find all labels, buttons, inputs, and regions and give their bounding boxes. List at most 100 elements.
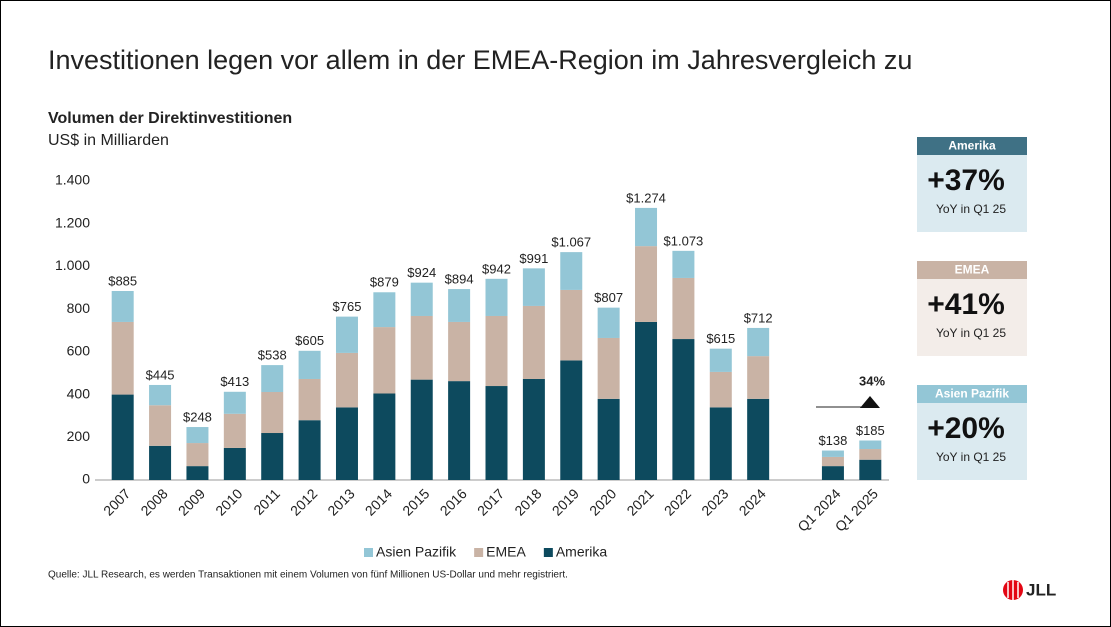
bar-segment — [597, 307, 620, 338]
y-tick-label: 600 — [67, 343, 91, 359]
bar-segment — [223, 447, 246, 480]
bar-segment — [410, 282, 433, 316]
bar-segment — [335, 407, 358, 480]
kpi-value: +20% — [927, 412, 1005, 445]
annotation-arrow — [860, 396, 880, 408]
y-tick-label: 1.200 — [55, 214, 90, 230]
total-label: $413 — [220, 374, 249, 389]
bar-segment — [261, 365, 284, 393]
bar-segment — [261, 433, 284, 480]
bar-segment — [821, 466, 844, 480]
bar-segment — [223, 413, 246, 448]
total-label: $807 — [594, 290, 623, 305]
y-tick-label: 800 — [67, 300, 91, 316]
total-label: $445 — [146, 367, 175, 382]
bar-segment — [859, 459, 882, 480]
bar-segment — [410, 315, 433, 380]
total-label: $894 — [445, 272, 474, 287]
bar-segment — [672, 277, 695, 340]
y-tick-label: 400 — [67, 385, 91, 401]
bar-segment — [111, 321, 134, 395]
kpi-note: YoY in Q1 25 — [936, 450, 1006, 464]
legend-label: EMEA — [486, 544, 526, 560]
source: Quelle: JLL Research, es werden Transakt… — [48, 570, 568, 581]
total-label: $248 — [183, 409, 212, 424]
bar-segment — [747, 398, 770, 480]
bar-segment — [149, 405, 172, 446]
bar-segment — [448, 289, 471, 322]
total-label: $615 — [706, 331, 735, 346]
bar-segment — [373, 393, 396, 480]
bar-segment — [709, 407, 732, 480]
legend-swatch — [364, 548, 373, 557]
total-label: $1.073 — [664, 233, 704, 248]
total-label: $885 — [108, 273, 137, 288]
bar-segment — [298, 378, 321, 421]
bar-segment — [821, 456, 844, 467]
kpi-header — [917, 137, 1027, 155]
bar-segment — [522, 378, 545, 480]
total-label: $942 — [482, 261, 511, 276]
bar-segment — [747, 356, 770, 399]
kpi-header — [917, 261, 1027, 279]
bar-segment — [186, 427, 209, 444]
bar-segment — [186, 443, 209, 467]
bar-segment — [335, 316, 358, 353]
bar-segment — [111, 394, 134, 480]
bar-segment — [709, 371, 732, 408]
bar-segment — [149, 445, 172, 480]
kpi-note: YoY in Q1 25 — [936, 326, 1006, 340]
kpi-name: Asien Pazifik — [935, 387, 1009, 401]
total-label: $185 — [856, 423, 885, 438]
total-label: $924 — [407, 265, 436, 280]
kpi-body — [917, 155, 1027, 232]
bar-segment — [223, 391, 246, 414]
bar-segment — [560, 289, 583, 361]
total-label: $538 — [258, 348, 287, 363]
bar-segment — [672, 339, 695, 480]
bar-segment — [635, 321, 658, 480]
bar-segment — [448, 381, 471, 480]
chart-title: Investitionen legen vor allem in der EME… — [48, 45, 912, 75]
bar-segment — [111, 290, 134, 322]
total-label: $991 — [519, 251, 548, 266]
bar-segment — [672, 250, 695, 278]
bar-segment — [709, 348, 732, 372]
bar-segment — [560, 360, 583, 480]
legend-swatch — [474, 548, 484, 557]
bar-segment — [635, 246, 658, 322]
logo-lines — [1007, 580, 1019, 600]
total-label: $879 — [370, 275, 399, 290]
legend-label: Asien Pazifik — [376, 544, 457, 560]
total-label: $605 — [295, 333, 324, 348]
bar-segment — [373, 327, 396, 394]
bar-segment — [522, 305, 545, 379]
bar-segment — [859, 449, 882, 460]
bar-segment — [298, 420, 321, 480]
bar-segment — [635, 207, 658, 247]
kpi-value: +41% — [927, 288, 1005, 321]
legend-label: Amerika — [556, 544, 608, 560]
bar-segment — [186, 466, 209, 480]
kpi-name: Amerika — [948, 139, 996, 153]
y-tick-label: 200 — [67, 428, 91, 444]
bar-segment — [261, 392, 284, 434]
logo: JLL — [1003, 580, 1056, 600]
bar-segment — [821, 450, 844, 457]
bar-segment — [747, 327, 770, 357]
legend-swatch — [543, 548, 553, 557]
bar-segment — [335, 352, 358, 408]
y-tick-label: 1.400 — [55, 172, 90, 188]
bar-segment — [448, 321, 471, 382]
logo-text: JLL — [1026, 580, 1056, 599]
kpi-body — [917, 279, 1027, 356]
kpi-header — [917, 385, 1027, 403]
bar-segment — [859, 440, 882, 450]
total-label: $1.274 — [626, 190, 666, 205]
bar-segment — [485, 386, 508, 480]
bar-segment — [298, 350, 321, 379]
bar-segment — [485, 315, 508, 387]
bar-segment — [597, 398, 620, 480]
kpi-note: YoY in Q1 25 — [936, 202, 1006, 216]
